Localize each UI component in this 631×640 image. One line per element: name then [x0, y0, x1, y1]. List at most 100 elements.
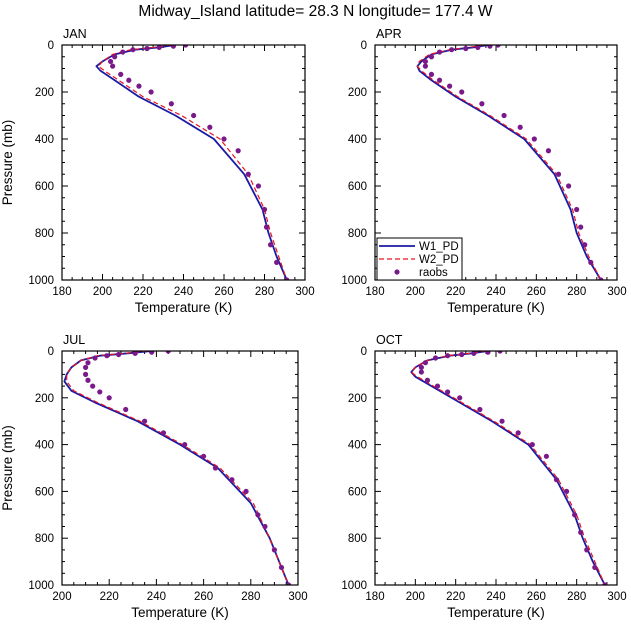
y-tick-label: 800: [348, 228, 367, 240]
plot-frame: [61, 44, 306, 281]
y-tick-label: 400: [35, 440, 54, 452]
y-tick-label: 200: [348, 393, 367, 405]
raobs-point: [563, 488, 570, 494]
raobs-point: [278, 564, 285, 571]
legend-marker-raobs: [394, 269, 400, 275]
raobs-point: [432, 355, 439, 361]
x-tick-label: 240: [174, 286, 193, 298]
y-tick-label: 600: [348, 486, 367, 498]
raobs-point: [598, 277, 604, 280]
x-tick-label: 180: [365, 286, 384, 298]
raobs-point: [285, 582, 292, 585]
raobs-point: [149, 351, 155, 355]
y-axis-label: Pressure (mb): [0, 425, 15, 511]
raobs-point: [120, 49, 126, 55]
raobs-point: [255, 183, 262, 189]
raobs-point: [83, 371, 89, 377]
raobs-point: [428, 54, 435, 60]
y-axis-label: Pressure (mb): [0, 120, 15, 206]
raobs-point: [517, 124, 523, 130]
y-tick-label: 200: [35, 393, 54, 405]
raobs-point: [144, 45, 150, 52]
raobs-point: [584, 547, 590, 553]
panel-label: JUL: [63, 333, 85, 347]
raobs-point: [515, 430, 521, 436]
raobs-point: [485, 351, 491, 355]
y-tick-label: 1000: [341, 580, 367, 592]
raobs-point: [422, 63, 429, 69]
raobs-point: [436, 77, 443, 83]
raobs-point: [529, 442, 535, 448]
x-tick-label: 240: [147, 591, 166, 603]
x-tick-label: 300: [288, 591, 307, 603]
raobs-point: [418, 369, 424, 375]
raobs-point: [284, 277, 290, 280]
y-tick-label: 400: [348, 134, 367, 146]
raobs-point: [531, 136, 537, 142]
raobs-point: [261, 206, 268, 213]
legend-label: W1_PD: [419, 241, 459, 253]
x-tick-label: 240: [486, 286, 505, 298]
raobs-point: [271, 547, 277, 553]
y-tick-label: 200: [35, 87, 54, 99]
raobs-point: [449, 47, 455, 53]
y-tick-label: 800: [35, 533, 54, 545]
raobs-point: [422, 58, 429, 65]
raobs-point: [463, 45, 469, 52]
raobs-point: [116, 351, 122, 358]
raobs-point: [92, 355, 98, 361]
x-tick-label: 300: [607, 286, 626, 298]
raobs-point: [574, 206, 580, 213]
x-tick-label: 180: [365, 591, 384, 603]
raobs-point: [97, 389, 103, 395]
x-tick-label: 220: [446, 591, 465, 603]
raobs-point: [130, 47, 136, 53]
plot-frame: [374, 44, 618, 281]
raobs-point: [428, 71, 435, 77]
raobs-point: [110, 63, 116, 69]
raobs-point: [418, 364, 424, 370]
panel-label: OCT: [376, 333, 403, 347]
x-tick-label: 180: [52, 286, 71, 298]
series-line-w2_pd: [410, 351, 606, 585]
x-axis-label: Temperature (K): [447, 605, 545, 620]
raobs-point: [165, 351, 171, 354]
y-tick-label: 600: [35, 181, 54, 193]
y-tick-label: 800: [348, 533, 367, 545]
raobs-point: [243, 488, 249, 494]
raobs-point: [572, 512, 578, 518]
raobs-point: [182, 442, 188, 448]
x-tick-label: 280: [241, 591, 260, 603]
raobs-point: [477, 406, 483, 413]
y-tick-label: 600: [348, 181, 367, 193]
raobs-point: [602, 582, 608, 585]
raobs-point: [445, 353, 451, 359]
raobs-point: [221, 136, 227, 142]
raobs-point: [85, 360, 91, 366]
raobs-point: [274, 259, 280, 265]
raobs-point: [156, 45, 162, 50]
raobs-point: [235, 148, 241, 154]
raobs-point: [182, 45, 189, 48]
raobs-point: [555, 171, 562, 177]
x-tick-label: 240: [486, 591, 505, 603]
raobs-point: [588, 259, 594, 265]
raobs-point: [106, 395, 112, 401]
raobs-point: [475, 45, 481, 50]
x-tick-label: 220: [100, 591, 119, 603]
raobs-point: [459, 351, 465, 358]
raobs-point: [545, 148, 552, 154]
plot-frame: [61, 350, 299, 586]
y-tick-label: 1000: [28, 580, 54, 592]
raobs-point: [499, 418, 505, 424]
raobs-point: [160, 430, 167, 436]
raobs-point: [212, 465, 218, 471]
panel-oct: 180 200 220 240 260 280 300 0 200 400 600 800 1000 Te…: [341, 333, 626, 620]
raobs-point: [85, 377, 91, 383]
y-tick-label: 800: [35, 228, 54, 240]
raobs-point: [132, 351, 138, 356]
y-tick-label: 400: [35, 134, 54, 146]
raobs-point: [434, 383, 441, 389]
panel-jul: 200 220 240 260 280 300 0 200 400 600 800 1000 Tempe…: [0, 333, 308, 620]
